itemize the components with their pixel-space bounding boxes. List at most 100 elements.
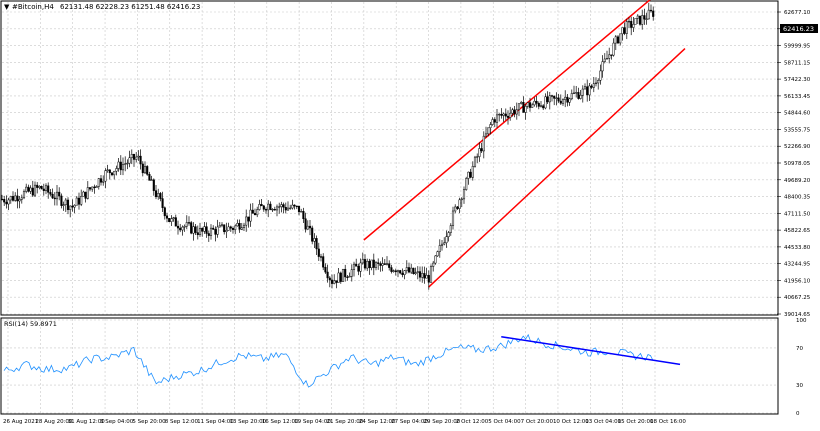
candle-body <box>181 226 184 231</box>
candle-body <box>201 228 204 232</box>
candle-body <box>590 85 593 88</box>
candle-body <box>634 17 637 25</box>
candle-body <box>363 259 367 269</box>
candle-body <box>53 197 56 200</box>
candle-body <box>627 20 631 23</box>
candle-body <box>86 187 89 199</box>
candle-body <box>377 262 380 264</box>
candle-body <box>44 185 48 191</box>
candle-body <box>366 260 369 269</box>
candle-body <box>234 225 237 230</box>
candle-body <box>467 171 470 179</box>
candle-body <box>80 195 83 205</box>
candle-body <box>262 205 265 210</box>
candle-body <box>544 96 547 109</box>
candle-body <box>236 223 239 227</box>
candle-body <box>225 230 228 233</box>
candle-body <box>438 245 441 252</box>
candle-body <box>121 164 125 171</box>
candle-body <box>29 187 32 192</box>
candle-body <box>161 198 164 208</box>
candle-body <box>451 210 455 226</box>
candle-body <box>498 113 501 116</box>
candle-body <box>526 102 529 107</box>
price-tick-label: 41956.10 <box>784 278 811 284</box>
candle-body <box>192 226 195 234</box>
symbol-dropdown-icon[interactable]: ▼ <box>4 3 10 11</box>
candle-body <box>608 54 611 59</box>
candle-body <box>462 189 466 200</box>
candle-body <box>355 263 358 267</box>
candle-body <box>264 209 268 211</box>
candle-body <box>636 15 639 19</box>
candle-body <box>513 109 516 115</box>
candle-body <box>33 184 37 196</box>
candle-body <box>447 232 450 237</box>
symbol-title: #Bitcoin,H4 <box>12 3 54 11</box>
ohlc-values: 62131.48 62228.23 61251.48 62416.23 <box>60 3 200 11</box>
price-axis: 62677.1061388.2359999.9558711.1557422.30… <box>777 10 811 318</box>
price-tick-label: 45822.65 <box>784 228 811 234</box>
time-tick-label: 24 Sep 12:00 <box>359 419 396 425</box>
candle-body <box>38 185 41 188</box>
rsi-divergence-trendline[interactable] <box>501 335 681 366</box>
candle-body <box>458 199 461 209</box>
candle-body <box>146 166 149 175</box>
candle-body <box>174 217 177 227</box>
candle-body <box>396 270 400 273</box>
candle-body <box>165 215 169 219</box>
candle-body <box>385 263 389 265</box>
candle-body <box>95 186 98 188</box>
candle-body <box>82 191 85 197</box>
candle-body <box>20 197 23 200</box>
time-tick-label: 8 Sep 12:00 <box>165 419 199 425</box>
candle-body <box>592 83 595 88</box>
candle-body <box>91 186 94 190</box>
price-tick-label: 48400.35 <box>784 195 811 201</box>
candle-body <box>557 97 560 102</box>
time-tick-label: 13 Sep 20:00 <box>229 419 266 425</box>
candle-body <box>198 228 202 235</box>
candle-body <box>194 226 197 233</box>
candle-body <box>9 196 12 201</box>
candle-body <box>16 195 19 202</box>
candle-body <box>315 238 318 250</box>
candle-body <box>649 9 653 12</box>
candle-body <box>553 95 556 99</box>
candle-body <box>440 243 444 246</box>
candle-body <box>610 54 613 56</box>
candle-body <box>47 185 50 193</box>
rsi-line <box>3 333 654 388</box>
candle-body <box>240 227 243 230</box>
candle-body <box>229 226 232 229</box>
candle-body <box>282 204 285 208</box>
candle-body <box>537 103 540 107</box>
candle-body <box>361 259 364 264</box>
candle-body <box>383 263 386 265</box>
candle-body <box>482 135 485 152</box>
candle-body <box>126 162 129 165</box>
candle-body <box>612 42 615 56</box>
channel-lower-line[interactable] <box>428 47 686 288</box>
candle-body <box>542 105 545 109</box>
candle-body <box>478 148 481 157</box>
rsi-tick-label: 70 <box>796 346 803 352</box>
candle-body <box>405 267 408 271</box>
candle-body <box>216 226 219 235</box>
candle-body <box>64 199 67 205</box>
candle-body <box>588 85 591 96</box>
candle-body <box>412 267 415 274</box>
candle-body <box>625 21 628 34</box>
candle-body <box>143 166 147 174</box>
candle-body <box>456 206 459 209</box>
candle-body <box>489 124 492 129</box>
price-tick-label: 49689.20 <box>784 178 811 184</box>
candle-body <box>71 205 74 208</box>
candle-body <box>183 225 186 228</box>
rsi-tick-label: 100 <box>796 318 807 324</box>
candle-body <box>566 96 569 103</box>
time-tick-label: 18 Oct 16:00 <box>650 419 686 425</box>
candle-body <box>548 95 551 103</box>
candle-body <box>555 97 558 99</box>
candle-body <box>370 259 373 269</box>
